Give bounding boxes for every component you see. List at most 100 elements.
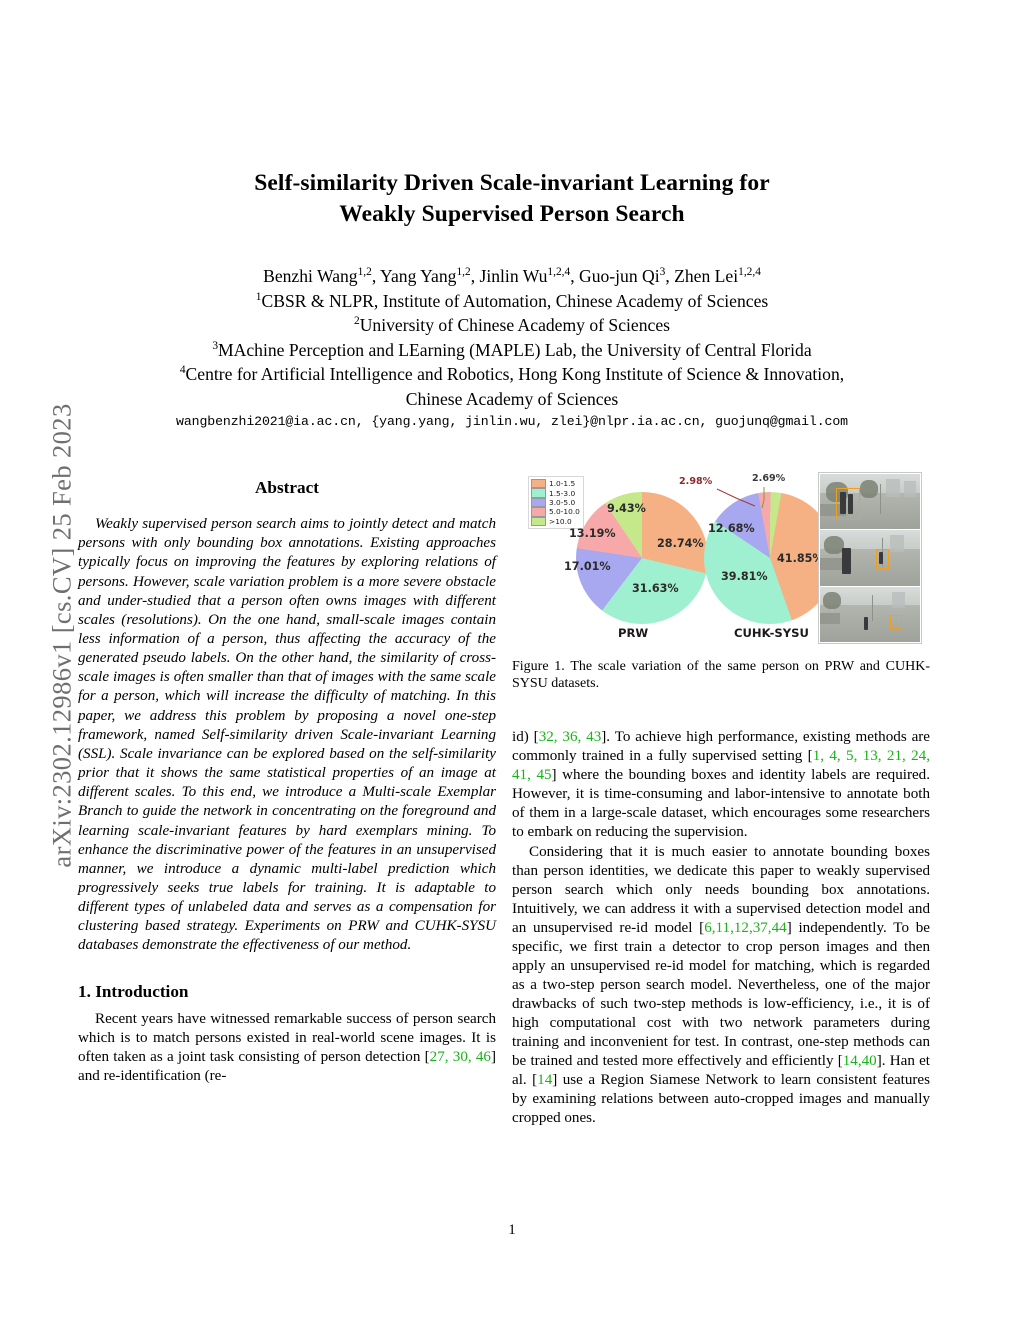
tree-icon xyxy=(860,480,878,498)
legend-label: 3.0-5.0 xyxy=(549,497,576,507)
thumbnail-medium-scale xyxy=(820,530,920,586)
arxiv-stamp: arXiv:2302.12986v1 [cs.CV] 25 Feb 2023 xyxy=(46,403,77,868)
cuhk-slice-label-3-0-5-0: 12.68% xyxy=(708,522,755,535)
legend-color-swatch xyxy=(531,479,546,489)
cuhk-slice-label-gt-10: 2.69% xyxy=(752,473,786,484)
author-list: Benzhi Wang1,2, Yang Yang1,2, Jinlin Wu1… xyxy=(263,266,761,286)
right-text-f: ]. Han et al. [ xyxy=(512,1053,930,1089)
right-text-d: Considering that it is much easier to an… xyxy=(512,843,930,936)
legend-label: >10.0 xyxy=(549,516,572,526)
tree-icon xyxy=(824,536,844,555)
citation-group[interactable]: 27, 30, 46 xyxy=(429,1048,491,1065)
left-column: Abstract Weakly supervised person search… xyxy=(78,478,496,1086)
intro-text-a: Recent years have witnessed remarkable s… xyxy=(78,1010,496,1065)
affiliation-line: Chinese Academy of Sciences xyxy=(405,388,619,409)
author-name: Benzhi Wang xyxy=(263,266,358,286)
legend-color-swatch xyxy=(531,497,546,508)
author-affiliation-marker: 1,2,4 xyxy=(547,266,571,279)
building-shape xyxy=(890,535,904,553)
legend-label: 5.0-10.0 xyxy=(549,507,580,517)
citation-group[interactable]: 6,11,12,37,44 xyxy=(704,919,787,936)
person-figure xyxy=(879,552,883,565)
author-name: Zhen Lei xyxy=(674,266,739,286)
author-name: Jinlin Wu xyxy=(479,266,548,286)
affiliation-marker: 3 xyxy=(212,339,219,352)
title-line-2: Weakly Supervised Person Search xyxy=(339,201,685,227)
author-affiliation-marker: 3 xyxy=(659,266,666,279)
figure-1-canvas: 1.0-1.5 1.5-3.0 3.0-5.0 5.0-10.0 >10.0 28.74… xyxy=(512,470,930,648)
building-shape xyxy=(904,481,916,497)
abstract-text: Weakly supervised person search aims to … xyxy=(78,516,496,954)
legend-item-50-100: 5.0-10.0 xyxy=(531,507,580,517)
wall-shape xyxy=(820,504,846,516)
legend-color-swatch xyxy=(531,488,546,498)
thumbnail-small-scale xyxy=(820,586,920,642)
affiliation-marker: 4 xyxy=(179,364,186,377)
person-figure xyxy=(840,492,846,514)
author-affiliation-marker: 1,2 xyxy=(456,266,471,279)
chart-legend: 1.0-1.5 1.5-3.0 3.0-5.0 5.0-10.0 >10.0 xyxy=(528,476,584,529)
leader-lines xyxy=(716,487,765,509)
right-paragraph-2: Considering that it is much easier to an… xyxy=(512,843,930,1129)
right-text-a: id) [ xyxy=(512,729,539,745)
prw-slice-label-1-5-3-0: 31.63% xyxy=(632,582,679,595)
figure-caption-label: Figure 1. xyxy=(512,659,565,674)
legend-label: 1.5-3.0 xyxy=(549,488,576,498)
pole-shape xyxy=(880,484,881,514)
cuhk-sysu-chart-title: CUHK-SYSU xyxy=(734,626,809,640)
author-name: Yang Yang xyxy=(380,266,457,286)
pole-shape xyxy=(872,594,873,621)
right-text-e: ] independently. To be specific, we firs… xyxy=(512,919,930,1070)
figure-1: 1.0-1.5 1.5-3.0 3.0-5.0 5.0-10.0 >10.0 28.74… xyxy=(512,470,930,693)
person-figure xyxy=(842,548,851,575)
person-figure xyxy=(848,494,853,514)
author-affiliation-marker: 1,2 xyxy=(357,266,372,279)
authors-block: Benzhi Wang1,2, Yang Yang1,2, Jinlin Wu1… xyxy=(88,264,936,412)
right-text-b: ]. To achieve high performance, existing… xyxy=(512,729,930,765)
bounding-box xyxy=(876,549,889,570)
cuhk-slice-label-1-5-3-0: 39.81% xyxy=(721,570,768,583)
page-number: 1 xyxy=(508,1222,516,1238)
introduction-heading: 1. Introduction xyxy=(78,981,189,1001)
wall-shape xyxy=(820,612,840,624)
legend-item-15-30: 1.5-3.0 xyxy=(531,488,580,498)
right-text-c: ] where the bounding boxes and identity … xyxy=(512,767,930,841)
figure-1-caption: Figure 1. The scale variation of the sam… xyxy=(512,658,930,693)
thumbnail-strip xyxy=(818,472,922,644)
affiliation-marker: 1 xyxy=(255,290,262,303)
prw-slice-label-3-0-5-0: 17.01% xyxy=(564,560,611,573)
citation-group[interactable]: 1, 4, 5, 13, 21, 24, 41, 45 xyxy=(512,748,930,784)
prw-slice-label-5-0-10-0: 13.19% xyxy=(569,527,616,540)
title-block: Self-similarity Driven Scale-invariant L… xyxy=(128,168,896,230)
citation-group[interactable]: 14,40 xyxy=(842,1053,877,1070)
author-name: Guo-jun Qi xyxy=(578,266,660,286)
prw-slice-label-gt-10: 9.43% xyxy=(607,502,646,515)
legend-item-100: >10.0 xyxy=(531,516,580,526)
abstract-heading: Abstract xyxy=(255,478,319,497)
prw-slice-label-1-0-1-5: 28.74% xyxy=(657,537,704,550)
title-line-1: Self-similarity Driven Scale-invariant L… xyxy=(254,170,770,196)
legend-item-30-50: 3.0-5.0 xyxy=(531,497,580,508)
affiliation-list: 1CBSR & NLPR, Institute of Automation, C… xyxy=(88,289,936,412)
legend-color-swatch xyxy=(531,516,546,526)
right-paragraph-1: id) [32, 36, 43]. To achieve high perfor… xyxy=(512,728,930,842)
right-text-g: ] use a Region Siamese Network to learn … xyxy=(512,1072,930,1127)
wall-shape xyxy=(820,558,842,571)
person-figure xyxy=(864,616,868,630)
citation-group[interactable]: 32, 36, 43 xyxy=(538,729,602,745)
affiliation-line: 4Centre for Artificial Intelligence and … xyxy=(179,364,845,385)
thumbnail-large-scale xyxy=(820,474,920,530)
author-affiliation-marker: 1,2,4 xyxy=(738,266,761,279)
figure-caption-text: The scale variation of the same person o… xyxy=(512,659,931,692)
affiliation-line: 1CBSR & NLPR, Institute of Automation, C… xyxy=(255,290,769,311)
citation-group[interactable]: 14 xyxy=(537,1072,553,1089)
affiliation-line: 2University of Chinese Academy of Scienc… xyxy=(354,315,670,336)
cuhk-slice-label-5-0-10-0: 2.98% xyxy=(679,476,713,487)
tree-icon xyxy=(823,591,841,609)
prw-pie-chart xyxy=(576,492,708,624)
intro-text-b: ] and re-identification (re- xyxy=(78,1048,496,1084)
building-shape xyxy=(892,591,905,608)
legend-item-10-15: 1.0-1.5 xyxy=(531,479,580,489)
legend-label: 1.0-1.5 xyxy=(549,479,576,489)
